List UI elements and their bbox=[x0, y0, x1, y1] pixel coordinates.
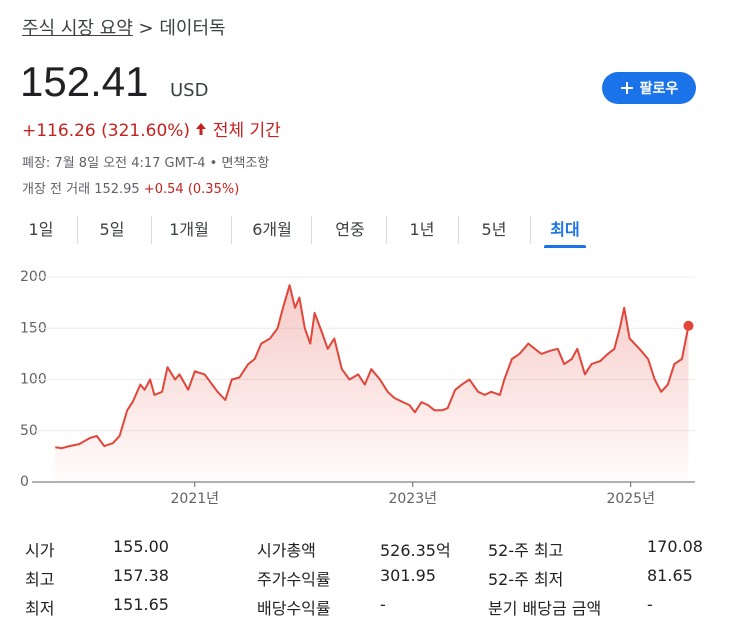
x-tick-label: 2025년 bbox=[606, 491, 655, 507]
stat-label: 배당수익률 bbox=[257, 599, 331, 618]
stat-value: 155.00 bbox=[113, 537, 169, 556]
disclaimer[interactable]: 면책조항 bbox=[221, 156, 270, 171]
up-arrow bbox=[196, 123, 207, 135]
stat-label: 최저 bbox=[25, 599, 55, 618]
tab-separator bbox=[529, 216, 531, 244]
premarket-change: +0.54 (0.35%) bbox=[143, 182, 240, 197]
premarket-label: 개장 전 거래 bbox=[22, 182, 91, 197]
change: +116.26 (321.60%) 전체 기간 bbox=[22, 116, 281, 141]
y-tick-label: 50 bbox=[20, 423, 38, 439]
stat-value: - bbox=[380, 595, 386, 614]
breadcrumb: 주식 시장 요약 > 데이터독 bbox=[22, 14, 226, 40]
stat-value: 170.08 bbox=[647, 537, 703, 556]
stat-value: 157.38 bbox=[113, 566, 169, 585]
y-tick-label: 0 bbox=[20, 474, 29, 490]
tab-separator bbox=[458, 216, 459, 244]
range-tab[interactable]: 최대 bbox=[550, 220, 580, 239]
range-tab[interactable]: 1개월 bbox=[169, 220, 209, 239]
stat-value: 151.65 bbox=[113, 595, 169, 614]
stat-value: - bbox=[647, 595, 653, 614]
range-tab[interactable]: 1일 bbox=[28, 220, 54, 239]
stat-value: 81.65 bbox=[647, 566, 693, 585]
stat-label: 52-주 최저 bbox=[488, 570, 564, 589]
currency: USD bbox=[170, 80, 209, 101]
stat-label: 시가 bbox=[25, 541, 55, 560]
follow-label: 팔로우 bbox=[639, 81, 679, 97]
change-percent: (321.60%) bbox=[101, 121, 191, 141]
end-dot bbox=[683, 320, 694, 331]
price: 152.41 bbox=[20, 58, 149, 105]
market-status: 폐장: 7월 8일 오전 4:17 GMT-4 • 면책조항 bbox=[22, 156, 270, 171]
follow-button[interactable]: 팔로우 bbox=[602, 72, 696, 104]
breadcrumb-link[interactable]: 주식 시장 요약 bbox=[22, 18, 133, 39]
active-underline bbox=[544, 245, 586, 248]
x-tick-label: 2021년 bbox=[171, 491, 220, 507]
stat-value: 526.35억 bbox=[380, 541, 451, 560]
change-period: 전체 기간 bbox=[212, 121, 281, 141]
range-tab[interactable]: 1년 bbox=[409, 220, 435, 239]
breadcrumb-separator: > bbox=[138, 18, 154, 39]
x-tick-label: 2023년 bbox=[388, 491, 437, 507]
stat-label: 시가총액 bbox=[257, 541, 316, 560]
tab-separator bbox=[76, 216, 78, 244]
status-text: 폐장: 7월 8일 오전 4:17 GMT-4 bbox=[22, 156, 206, 171]
change-amount: +116.26 bbox=[22, 121, 96, 141]
plus-icon bbox=[620, 82, 633, 94]
range-tab[interactable]: 연중 bbox=[335, 220, 365, 239]
tab-separator bbox=[386, 216, 387, 244]
premarket: 개장 전 거래 152.95 +0.54 (0.35%) bbox=[22, 178, 239, 197]
range-tab[interactable]: 5년 bbox=[481, 220, 507, 239]
tab-separator bbox=[311, 216, 312, 244]
range-tab[interactable]: 6개월 bbox=[252, 220, 292, 239]
stat-label: 52-주 최고 bbox=[488, 541, 564, 560]
breadcrumb-current: 데이터독 bbox=[159, 18, 226, 39]
stat-label: 최고 bbox=[25, 570, 55, 589]
stat-value: 301.95 bbox=[380, 566, 436, 585]
tab-separator bbox=[230, 216, 232, 244]
area-fill bbox=[55, 285, 689, 482]
premarket-price: 152.95 bbox=[94, 182, 140, 197]
price-line bbox=[55, 284, 690, 450]
stat-label: 분기 배당금 금액 bbox=[488, 599, 602, 618]
tab-separator bbox=[150, 216, 152, 244]
stat-label: 주가수익률 bbox=[257, 570, 331, 589]
range-tab[interactable]: 5일 bbox=[99, 220, 125, 239]
